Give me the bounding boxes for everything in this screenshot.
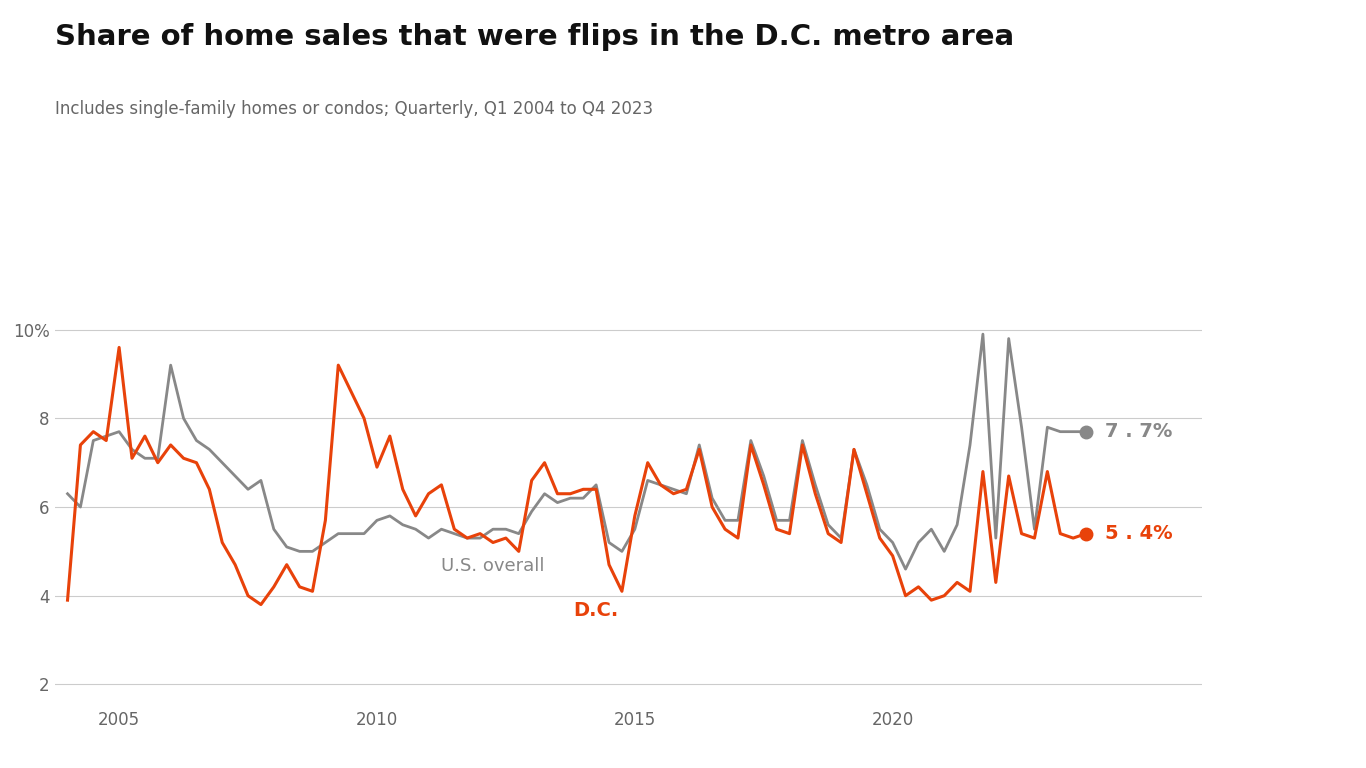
Text: Share of home sales that were flips in the D.C. metro area: Share of home sales that were flips in t… — [55, 23, 1014, 51]
Text: 7 . 7%: 7 . 7% — [1105, 422, 1173, 441]
Text: D.C.: D.C. — [574, 601, 619, 620]
Text: Includes single-family homes or condos; Quarterly, Q1 2004 to Q4 2023: Includes single-family homes or condos; … — [55, 100, 653, 118]
Text: 5 . 4%: 5 . 4% — [1105, 524, 1173, 543]
Text: U.S. overall: U.S. overall — [441, 558, 545, 575]
